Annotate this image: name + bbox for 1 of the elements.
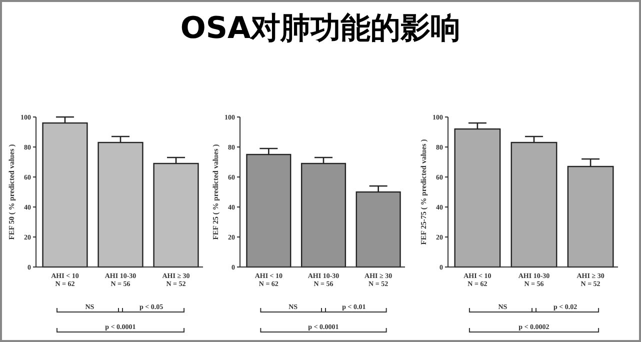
text: OSA对肺功能的影响 (180, 11, 461, 46)
